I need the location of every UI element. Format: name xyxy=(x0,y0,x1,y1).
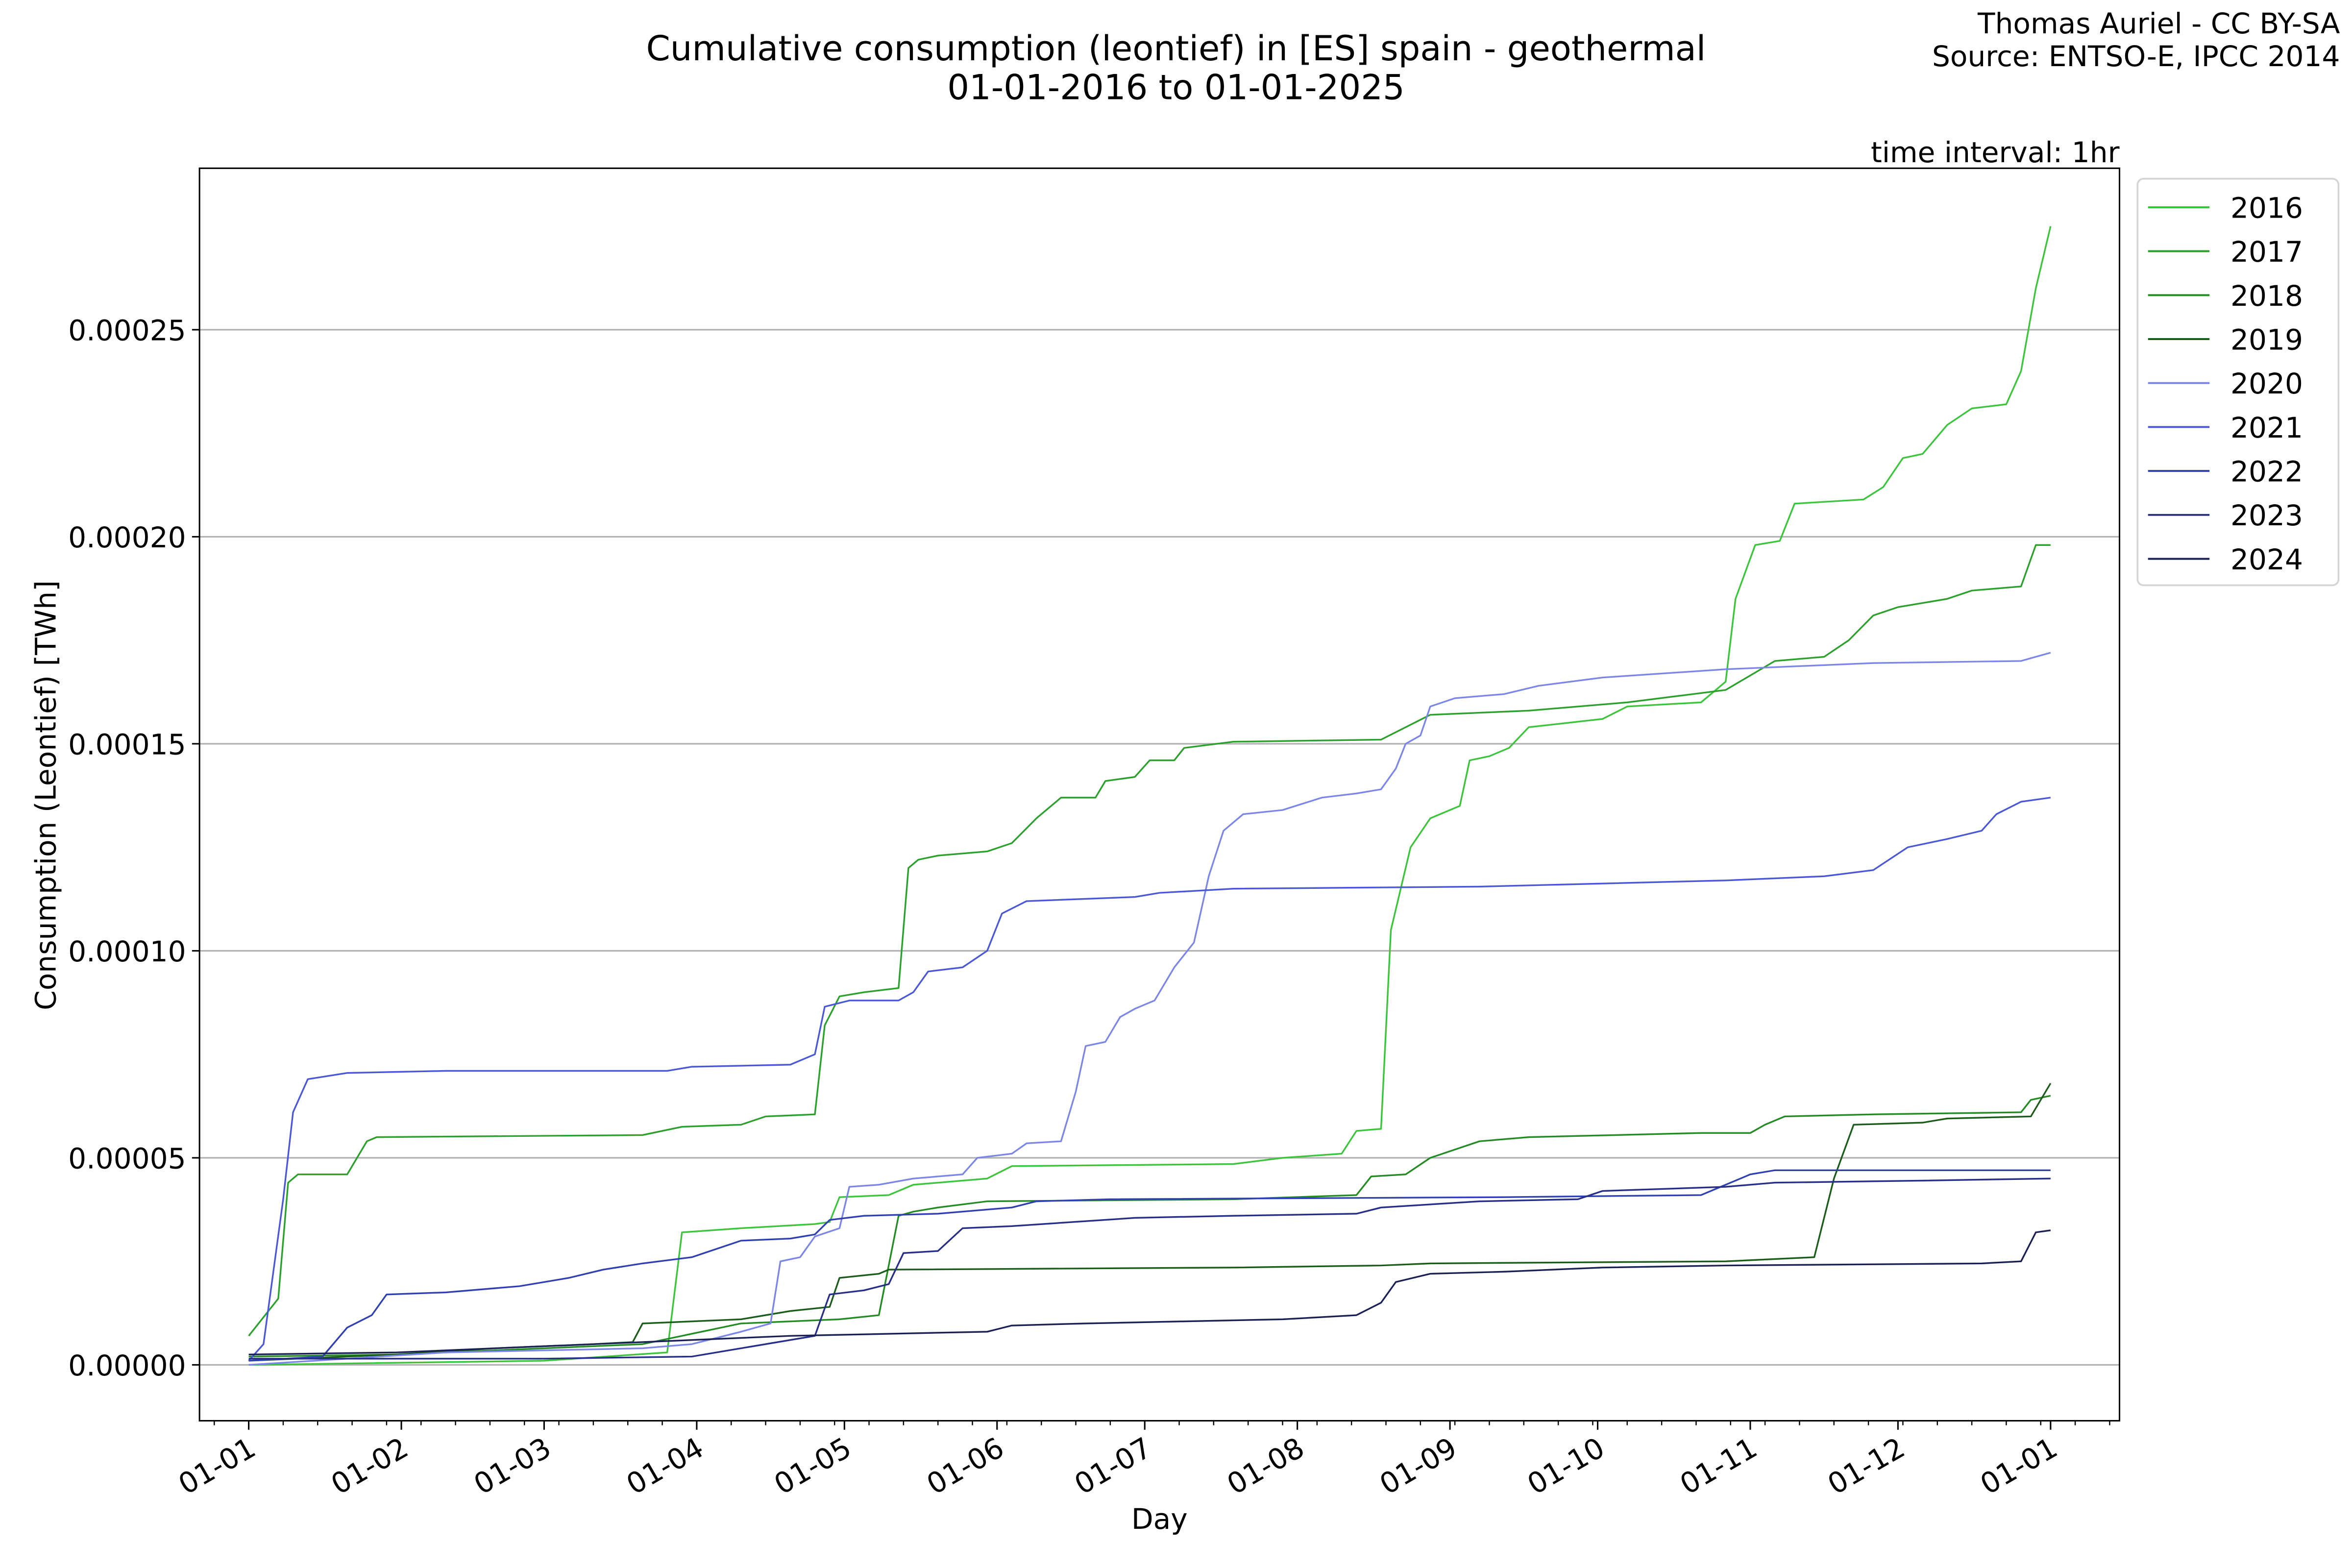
grid xyxy=(199,329,2120,1366)
y-tick-label: 0.00010 xyxy=(68,935,186,968)
credit-source: Source: ENTSO-E, IPCC 2014 xyxy=(1932,40,2340,73)
y-tick-label: 0.00015 xyxy=(68,728,186,761)
series-line-2024 xyxy=(248,1229,2051,1355)
time-interval-note: time interval: 1hr xyxy=(1871,136,2120,169)
series-line-2017 xyxy=(248,544,2051,1337)
y-axis: 0.00000 0.00005 0.00010 0.00015 0.00020 0.000… xyxy=(68,314,200,1382)
legend-label-2019: 2019 xyxy=(2230,323,2303,356)
y-axis-label: Consumption (Leontief) [TWh] xyxy=(29,580,62,1010)
y-tick-label: 0.00025 xyxy=(68,314,186,347)
legend-label-2020: 2020 xyxy=(2230,367,2303,400)
series-line-2023 xyxy=(248,1177,2051,1360)
series-line-2016 xyxy=(248,226,2052,1366)
chart-title: Cumulative consumption (leontief) in [ES… xyxy=(646,28,1706,69)
y-tick-label: 0.00020 xyxy=(68,521,186,554)
legend-label-2018: 2018 xyxy=(2230,279,2303,313)
series-line-2021 xyxy=(248,797,2051,1362)
legend-label-2023: 2023 xyxy=(2230,499,2303,532)
legend-label-2024: 2024 xyxy=(2230,543,2303,576)
legend-box xyxy=(2136,177,2340,587)
credit-author: Thomas Auriel - CC BY-SA xyxy=(1977,7,2340,40)
legend-label-2016: 2016 xyxy=(2230,191,2303,224)
y-tick-label: 0.00005 xyxy=(68,1142,186,1175)
x-axis-label: Day xyxy=(1131,1502,1188,1536)
series-line-2020 xyxy=(248,652,2051,1366)
chart-subtitle: 01-01-2016 to 01-01-2025 xyxy=(947,68,1405,108)
legend: 2016 2017 2018 2019 2020 2021 2022 2023 2024 xyxy=(2136,177,2340,587)
series-lines xyxy=(248,226,2052,1366)
series-line-2018 xyxy=(248,1095,2051,1358)
legend-label-2021: 2021 xyxy=(2230,411,2303,444)
y-tick-label: 0.00000 xyxy=(68,1349,186,1382)
plot-frame xyxy=(198,167,2121,1422)
series-line-2022 xyxy=(248,1169,2051,1362)
legend-label-2017: 2017 xyxy=(2230,235,2303,269)
legend-label-2022: 2022 xyxy=(2230,455,2303,489)
